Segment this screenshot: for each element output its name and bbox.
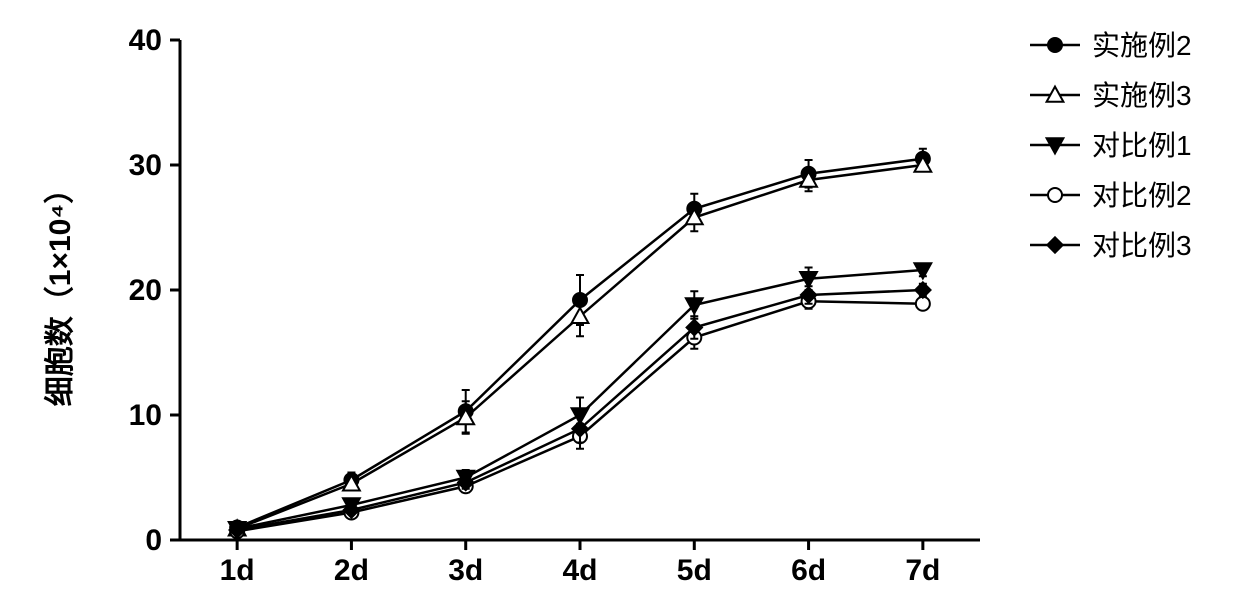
legend-label: 实施例3 [1092, 80, 1192, 111]
y-axis-label: 细胞数（1×10⁴） [43, 174, 77, 406]
legend-label: 对比例1 [1092, 130, 1192, 161]
legend-label: 对比例3 [1092, 230, 1192, 261]
y-tick-label: 0 [145, 524, 162, 557]
x-tick-label: 4d [562, 554, 597, 587]
x-tick-label: 3d [448, 554, 483, 587]
legend-label: 对比例2 [1092, 180, 1192, 211]
y-tick-label: 40 [129, 24, 162, 57]
legend-label: 实施例2 [1092, 30, 1192, 61]
x-tick-label: 2d [334, 554, 369, 587]
x-tick-label: 1d [220, 554, 255, 587]
x-tick-label: 6d [791, 554, 826, 587]
x-tick-label: 5d [677, 554, 712, 587]
x-tick-label: 7d [905, 554, 940, 587]
y-tick-label: 30 [129, 149, 162, 182]
y-tick-label: 20 [129, 274, 162, 307]
y-tick-label: 10 [129, 399, 162, 432]
growth-curve-chart: 0 10 20 30 40 1d 2d 3d 4d 5d 6d 7d 细胞数（1×10⁴） 实施例2 实施例… [0, 0, 1240, 609]
